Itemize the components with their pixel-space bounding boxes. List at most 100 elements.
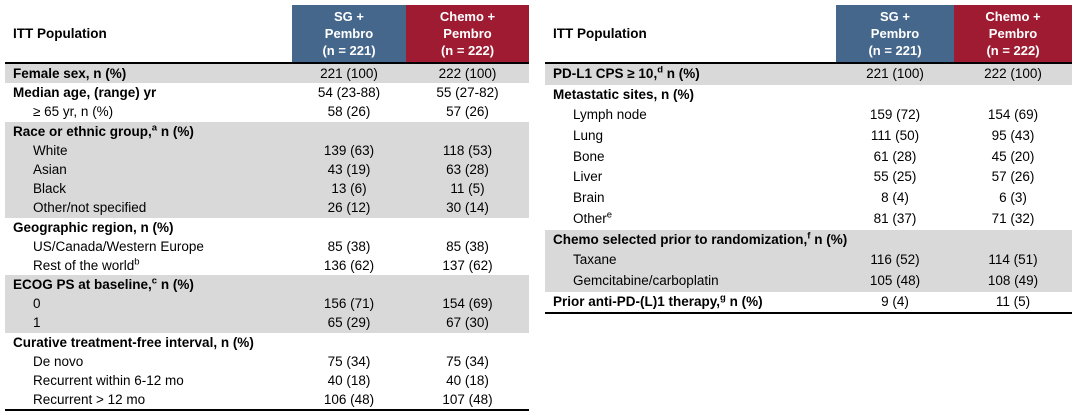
row-value: 6 (3) (999, 190, 1027, 206)
row-value: 154 (69) (442, 296, 493, 312)
row-label: White (5, 141, 292, 160)
row-value (292, 275, 406, 294)
row-label-text: Lymph node (573, 107, 647, 123)
row-label: US/Canada/Western Europe (5, 237, 292, 256)
row-value: 75 (34) (446, 353, 489, 369)
table-row: White 139 (63) 118 (53) (5, 140, 529, 160)
row-label: ECOG PS at baseline,c n (%) (5, 275, 292, 294)
row-value: 139 (63) (323, 142, 375, 158)
footnote-marker: c (151, 275, 158, 287)
row-value: 40 (18) (446, 373, 489, 388)
row-label-suffix: n (%) (157, 277, 194, 293)
table-row: Other/not specified 26 (12) 30 (14) (5, 198, 529, 218)
row-value: 45 (20) (991, 148, 1035, 164)
table-row: Recurrent > 12 mo 106 (48) 107 (48) (5, 390, 529, 409)
column-header-line: Chemo + (439, 8, 496, 24)
footnote-marker: f (807, 230, 811, 241)
row-value: 136 (62) (323, 257, 375, 273)
row-value: 58 (26) (327, 104, 371, 120)
row-label-text: Recurrent within 6-12 mo (33, 373, 184, 388)
row-label-text: US/Canada/Western Europe (33, 238, 204, 254)
row-label-text: Brain (573, 190, 605, 206)
table-row: Rest of the worldb 136 (62) 137 (62) (5, 256, 529, 275)
row-label: Taxane (545, 250, 836, 271)
row-value: 111 (50) (870, 128, 920, 144)
row-value: 116 (52) (870, 252, 920, 268)
table-row: Bone 61 (28) 45 (20) (545, 147, 1072, 168)
row-label-suffix: n (%) (810, 231, 848, 247)
row-label-text: 1 (33, 315, 41, 331)
column-header-line: Pembro (988, 25, 1038, 41)
table-header-row: ITT Population SG + Pembro (n = 221) Chemo +… (5, 5, 529, 64)
row-value: 107 (48) (442, 392, 493, 408)
row-label-text: Taxane (573, 252, 617, 268)
row-label: Othere (545, 209, 836, 230)
row-value: 71 (32) (991, 210, 1035, 226)
row-label-text: Gemcitabine/carboplatin (573, 272, 719, 288)
row-label: Bone (545, 147, 836, 168)
row-label: Liver (545, 167, 836, 188)
table-row: Gemcitabine/carboplatin 105 (48) 108 (49) (545, 270, 1072, 292)
table-row: Liver 55 (25) 57 (26) (545, 167, 1072, 188)
row-value: 221 (100) (866, 66, 924, 81)
row-label: PD-L1 CPS ≥ 10,d n (%) (545, 64, 836, 85)
row-label: Geographic region, n (%) (5, 218, 292, 237)
row-label: Prior anti-PD-(L)1 therapy,g n (%) (545, 292, 836, 313)
row-label: Gemcitabine/carboplatin (545, 271, 836, 292)
column-header-line: SG + (334, 8, 364, 24)
row-value: 85 (38) (446, 238, 489, 254)
row-label: Metastatic sites, n (%) (545, 85, 836, 106)
row-value: 108 (49) (987, 272, 1039, 288)
row-value: 13 (6) (331, 181, 367, 197)
table-corner-label: ITT Population (13, 26, 107, 41)
row-label: Curative treatment-free interval, n (%) (5, 333, 292, 352)
row-label-text: Other (573, 210, 607, 226)
row-value (406, 333, 529, 352)
row-value: 40 (18) (327, 373, 371, 388)
row-label-text: Geographic region, n (%) (13, 219, 174, 235)
row-label-text: Race or ethnic group, (13, 123, 152, 139)
table-row: Asian 43 (19) 63 (28) (5, 159, 529, 180)
row-value: 95 (43) (991, 128, 1035, 144)
row-value (836, 230, 954, 251)
row-label: Rest of the worldb (5, 256, 292, 275)
row-label-text: Chemo selected prior to randomization, (553, 231, 808, 247)
row-label: 1 (5, 313, 292, 332)
table-row: Taxane 116 (52) 114 (51) (545, 250, 1072, 271)
row-value: 8 (4) (881, 190, 909, 206)
row-value: 57 (26) (991, 169, 1035, 185)
row-label: Other/not specified (5, 198, 292, 217)
row-value: 81 (37) (873, 210, 917, 226)
row-value: 55 (27-82) (436, 85, 499, 101)
row-value: 65 (29) (327, 315, 371, 331)
row-label-text: Lung (573, 128, 604, 144)
footnote-marker: a (151, 122, 158, 134)
row-label: 0 (5, 294, 292, 313)
column-header-line: Pembro (324, 25, 374, 41)
column-header-line: Pembro (870, 25, 920, 41)
column-header-sg-pembro: SG + Pembro (n = 221) (836, 5, 954, 62)
row-value: 30 (14) (446, 200, 489, 216)
row-value (954, 85, 1072, 106)
row-label-suffix: n (%) (725, 293, 763, 309)
table-row: PD-L1 CPS ≥ 10,d n (%) 221 (100) 222 (100) (545, 64, 1072, 85)
table-row: Median age, (range) yr 54 (23-88) 55 (27-8… (5, 83, 529, 102)
table-row: US/Canada/Western Europe 85 (38) 85 (38) (5, 237, 529, 256)
row-label-text: De novo (33, 353, 84, 369)
row-label-text: Other/not specified (33, 200, 147, 216)
row-label-text: Female sex, n (%) (13, 66, 127, 81)
table-row: 1 65 (29) 67 (30) (5, 313, 529, 333)
table-row: 0 156 (71) 154 (69) (5, 294, 529, 314)
footnote-marker: e (606, 209, 613, 221)
row-value: 118 (53) (442, 142, 493, 158)
row-value (292, 122, 406, 141)
table-row: Curative treatment-free interval, n (%) (5, 333, 529, 352)
column-header-line: SG + (880, 8, 910, 24)
itt-population-table-left: ITT Population SG + Pembro (n = 221) Chemo +… (5, 5, 529, 412)
row-label: Lung (545, 126, 836, 147)
table-row: Prior anti-PD-(L)1 therapy,g n (%) 9 (4) 1… (545, 292, 1072, 313)
row-label: De novo (5, 352, 292, 371)
row-label: Female sex, n (%) (5, 64, 292, 83)
row-value: 43 (19) (327, 161, 371, 177)
table-corner-label: ITT Population (553, 26, 647, 41)
